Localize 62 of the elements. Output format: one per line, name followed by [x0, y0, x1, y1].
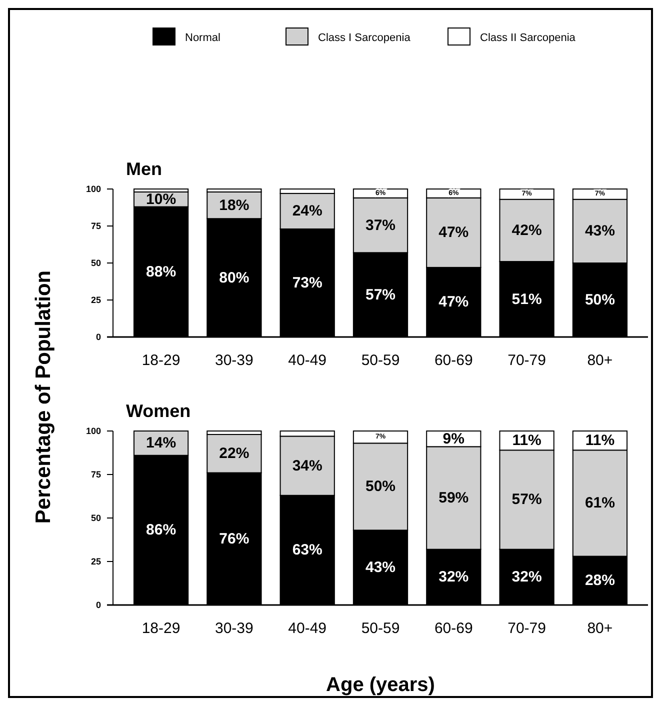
data-label: 42% — [512, 222, 542, 239]
data-label: 11% — [585, 432, 615, 450]
x-tick-label: 70-79 — [508, 352, 546, 369]
data-label: 86% — [146, 522, 176, 539]
data-label: 47% — [438, 294, 469, 311]
y-tick-label: 50 — [90, 258, 101, 268]
data-label: 76% — [219, 530, 250, 548]
x-tick-label: 50-59 — [361, 620, 400, 637]
data-label: 10% — [146, 190, 176, 208]
y-axis-title: Percentage of Population — [32, 270, 55, 524]
y-tick-label: 50 — [90, 513, 101, 523]
y-tick-label: 75 — [90, 470, 101, 480]
data-label: 51% — [512, 290, 542, 308]
data-label: 50% — [584, 292, 615, 308]
x-tick-label: 60-69 — [434, 620, 473, 637]
data-label: 14% — [146, 434, 176, 452]
data-label: 24% — [292, 202, 322, 220]
data-label: 57% — [365, 286, 396, 304]
data-label: 18% — [219, 196, 250, 214]
x-tick-label: 60-69 — [434, 352, 473, 369]
x-tick-label: 80+ — [587, 352, 613, 369]
data-label: 11% — [512, 432, 542, 450]
y-tick-label: 0 — [96, 332, 101, 342]
x-tick-label: 50-59 — [361, 352, 400, 369]
x-tick-label: 18-29 — [142, 620, 180, 637]
x-axis-title: Age (years) — [326, 674, 435, 696]
x-tick-label: 30-39 — [215, 352, 254, 369]
x-tick-label: 40-49 — [288, 352, 327, 369]
data-label: 61% — [584, 494, 615, 512]
data-label: 9% — [442, 430, 464, 448]
data-label: 22% — [219, 445, 250, 462]
legend-label: Normal — [185, 32, 220, 44]
chart-title: Men — [126, 159, 162, 179]
x-tick-label: 18-29 — [142, 352, 180, 369]
data-label: 88% — [146, 263, 176, 280]
data-label: 59% — [438, 489, 469, 506]
data-label: 63% — [292, 542, 322, 559]
y-tick-label: 25 — [90, 556, 101, 566]
data-label: 47% — [438, 224, 469, 242]
data-label: 28% — [584, 572, 615, 590]
y-tick-label: 25 — [90, 295, 101, 305]
legend-label: Class II Sarcopenia — [480, 32, 576, 44]
data-label: 34% — [292, 457, 322, 474]
x-tick-label: 70-79 — [508, 620, 546, 637]
y-tick-label: 100 — [86, 426, 101, 436]
data-label: 50% — [365, 478, 396, 496]
data-label: 43% — [584, 222, 615, 240]
x-tick-label: 80+ — [587, 620, 613, 637]
chart-title: Women — [126, 401, 191, 421]
y-tick-label: 100 — [86, 184, 101, 194]
data-label: 37% — [365, 216, 396, 234]
data-label: 57% — [512, 491, 542, 508]
data-label: 73% — [292, 274, 322, 292]
y-tick-label: 0 — [96, 600, 101, 610]
data-label: 32% — [512, 568, 542, 586]
data-label: 80% — [219, 269, 250, 286]
legend-label: Class I Sarcopenia — [318, 32, 412, 44]
data-label: 43% — [365, 559, 396, 576]
data-label: 32% — [438, 568, 469, 586]
x-tick-label: 40-49 — [288, 620, 327, 637]
x-tick-label: 30-39 — [215, 620, 254, 637]
y-tick-label: 75 — [90, 221, 101, 231]
